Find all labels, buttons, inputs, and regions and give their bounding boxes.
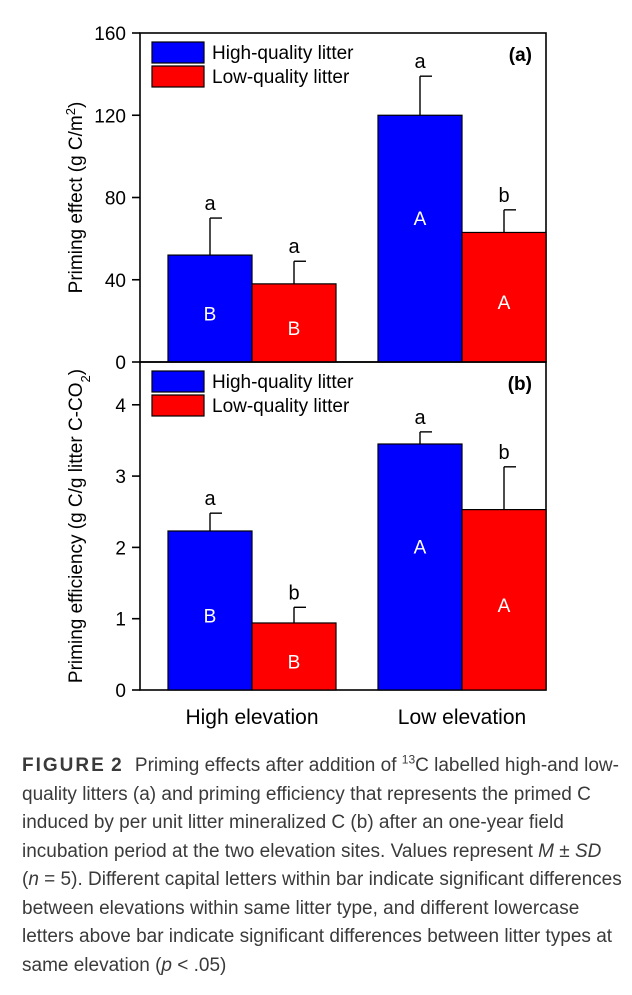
- y-tick-label: 4: [115, 396, 126, 417]
- caption-text-3: (: [22, 869, 29, 890]
- y-axis-label-end: ): [66, 102, 87, 108]
- significance-letter-inside: A: [498, 293, 511, 314]
- significance-letter-inside: B: [204, 305, 217, 326]
- caption-text-4: = 5). Different capital letters within b…: [22, 869, 622, 976]
- bar-low-quality: [461, 231, 547, 363]
- panel-label: (a): [509, 45, 532, 66]
- y-axis-label: Priming effect (g C/m2): [63, 102, 88, 294]
- y-tick-label: 120: [94, 106, 126, 127]
- significance-letter-above: a: [414, 407, 426, 429]
- significance-letter-inside: A: [498, 596, 511, 617]
- legend-label: High-quality litter: [212, 372, 354, 393]
- caption-sd-symbol: SD: [574, 840, 602, 862]
- figure-caption: FIGURE 2 Priming effects after addition …: [22, 752, 622, 980]
- significance-letter-above: a: [204, 488, 216, 510]
- y-tick-label: 3: [115, 467, 126, 488]
- significance-letter-inside: B: [204, 606, 217, 627]
- legend-label: Low-quality litter: [212, 67, 350, 88]
- caption-p-symbol: p: [161, 954, 172, 976]
- legend-swatch-low-quality: [151, 65, 205, 88]
- significance-letter-inside: A: [414, 209, 427, 230]
- legend-swatch-high-quality: [151, 41, 205, 64]
- y-axis-label-superscript: 2: [63, 108, 78, 115]
- significance-letter-inside: B: [288, 652, 301, 673]
- caption-n-symbol: n: [28, 869, 39, 890]
- caption-isotope-superscript: 13: [401, 752, 416, 767]
- y-axis-label-subscript: 2: [78, 375, 93, 382]
- bar-high-quality: [377, 443, 463, 691]
- panel-label: (b): [508, 374, 532, 395]
- caption-text-1: Priming effects after addition of: [134, 755, 402, 776]
- significance-letter-above: a: [204, 193, 216, 215]
- y-tick-label: 0: [115, 353, 126, 374]
- caption-text-2: C labelled high-and low-quality litters …: [22, 755, 619, 862]
- significance-letter-inside: B: [288, 319, 301, 340]
- legend-swatch-low-quality: [151, 394, 205, 417]
- y-tick-label: 2: [115, 538, 126, 559]
- caption-figure-number: 2: [111, 755, 122, 776]
- y-tick-label: 0: [115, 681, 126, 702]
- panel-a: 0 40 80 120 160 a Ba Aa Bb A High-quality litter Lo…: [63, 24, 547, 374]
- x-category-label: High elevation: [185, 706, 318, 729]
- caption-figure-label: FIGURE: [22, 755, 106, 776]
- x-category-label: Low elevation: [398, 706, 526, 729]
- significance-letter-above: b: [498, 442, 509, 464]
- y-axis-label-end: ): [66, 369, 87, 375]
- legend-label: High-quality litter: [212, 43, 354, 64]
- significance-letter-inside: A: [414, 537, 427, 558]
- caption-plusminus: ±: [553, 840, 575, 862]
- panel-b: 0 1 2 3 4 a Ba Ab Bb A High-quality litter Low-qual…: [66, 361, 547, 729]
- legend-swatch-high-quality: [151, 370, 205, 393]
- legend-label: Low-quality litter: [212, 396, 350, 417]
- y-axis-label-main: Priming effect (g C/m: [66, 115, 87, 293]
- y-axis-label: Priming efficiency (g C/g litter C-CO2): [66, 369, 93, 683]
- y-tick-label: 80: [105, 189, 126, 210]
- bar-low-quality: [251, 283, 337, 363]
- bar-high-quality: [377, 114, 463, 363]
- significance-letter-above: b: [498, 185, 509, 207]
- significance-letter-above: a: [414, 51, 426, 73]
- significance-letter-above: a: [288, 236, 300, 258]
- y-tick-label: 1: [115, 610, 126, 631]
- caption-text-5: < .05): [171, 954, 227, 976]
- y-axis-label-main: Priming efficiency (g C/g litter C-CO: [66, 383, 87, 684]
- caption-mean-symbol: M: [538, 840, 554, 862]
- bar-low-quality: [461, 509, 547, 691]
- y-tick-label: 40: [105, 271, 126, 292]
- y-tick-label: 160: [94, 24, 126, 45]
- significance-letter-above: b: [288, 582, 299, 604]
- bar-high-quality: [167, 530, 253, 691]
